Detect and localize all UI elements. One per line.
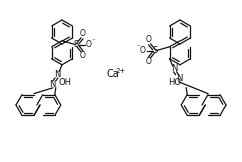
Text: O: O: [146, 35, 151, 44]
Text: ⁻: ⁻: [137, 45, 141, 51]
Text: O: O: [80, 51, 86, 60]
Text: O: O: [80, 29, 86, 38]
Text: ⁻: ⁻: [91, 39, 95, 45]
Text: O: O: [86, 40, 92, 49]
Text: HO: HO: [168, 78, 181, 87]
Text: N: N: [49, 80, 55, 89]
Text: N: N: [176, 74, 183, 83]
Text: 2+: 2+: [116, 68, 126, 74]
Text: O: O: [146, 57, 151, 66]
Text: N: N: [171, 64, 178, 73]
Text: N: N: [54, 70, 60, 79]
Text: OH: OH: [59, 78, 72, 87]
Text: S: S: [153, 46, 158, 55]
Text: Ca: Ca: [107, 69, 119, 79]
Text: O: O: [140, 46, 145, 55]
Text: S: S: [73, 40, 79, 49]
